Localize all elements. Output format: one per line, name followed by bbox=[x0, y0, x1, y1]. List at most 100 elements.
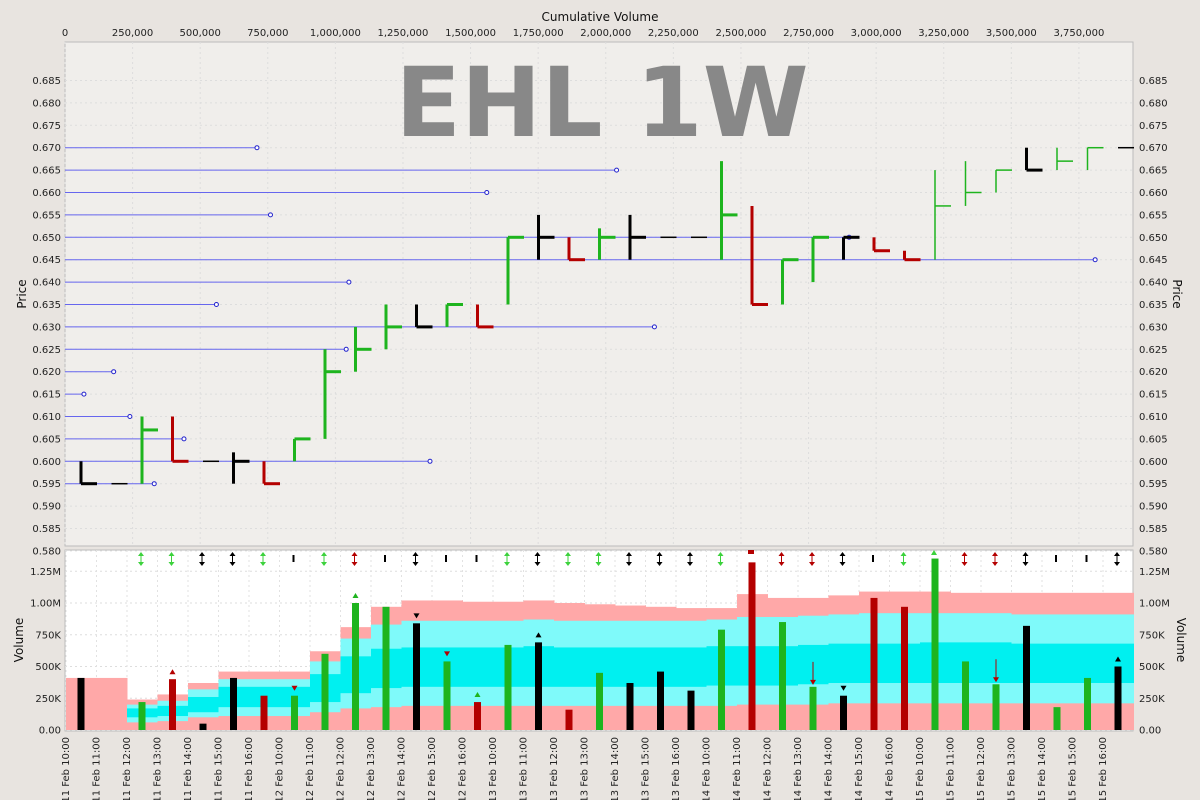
signal-down bbox=[992, 562, 998, 566]
vap-endpoint bbox=[343, 346, 349, 352]
volume-bar bbox=[779, 622, 786, 730]
signal-up bbox=[961, 552, 968, 556]
time-tick: 14 Feb 15:00 bbox=[854, 737, 865, 800]
volume-bar bbox=[291, 695, 298, 730]
price-tick-right: 0.645 bbox=[1139, 255, 1168, 266]
signal-down bbox=[565, 562, 571, 566]
volume-bar bbox=[1053, 707, 1061, 730]
time-tick: 13 Feb 10:00 bbox=[488, 737, 499, 800]
time-tick: 11 Feb 13:00 bbox=[153, 737, 164, 800]
cumvol-tick: 0 bbox=[62, 28, 68, 39]
price-tick-left: 0.620 bbox=[32, 367, 61, 378]
signal-down bbox=[534, 562, 541, 566]
volume-tick-right: 500K bbox=[1139, 662, 1165, 673]
price-tick-right: 0.680 bbox=[1139, 98, 1168, 109]
price-tick-right: 0.620 bbox=[1139, 367, 1168, 378]
vap-endpoint bbox=[151, 481, 157, 487]
cumvol-tick: 2,000,000 bbox=[580, 28, 631, 39]
signal-down bbox=[595, 562, 602, 566]
band-core bbox=[188, 696, 219, 713]
time-tick: 15 Feb 10:00 bbox=[915, 737, 926, 800]
volume-tick-right: 750K bbox=[1139, 630, 1165, 641]
volume-bar bbox=[504, 644, 512, 730]
price-tick-right: 0.640 bbox=[1139, 278, 1168, 289]
signal-up bbox=[900, 552, 907, 556]
time-tick: 11 Feb 10:00 bbox=[61, 737, 72, 800]
volume-bar bbox=[199, 723, 207, 730]
price-tick-right: 0.580 bbox=[1139, 546, 1168, 557]
volume-tick-left: 1.00M bbox=[30, 599, 61, 610]
time-tick: 11 Feb 15:00 bbox=[214, 737, 225, 800]
time-tick: 13 Feb 12:00 bbox=[549, 737, 560, 800]
volume-bar bbox=[169, 679, 176, 730]
time-tick: 11 Feb 16:00 bbox=[244, 737, 255, 800]
vap-endpoint bbox=[614, 167, 620, 173]
time-tick: 12 Feb 11:00 bbox=[305, 737, 316, 800]
volume-tick-left: 0.00 bbox=[39, 726, 61, 737]
chart-watermark: EHL 1W bbox=[395, 47, 808, 159]
marker-down bbox=[840, 685, 847, 691]
signal-up bbox=[778, 552, 785, 556]
price-tick-right: 0.630 bbox=[1139, 322, 1168, 333]
cumvol-tick: 2,500,000 bbox=[715, 28, 766, 39]
price-tick-right: 0.635 bbox=[1139, 300, 1168, 311]
cumvol-tick: 1,500,000 bbox=[445, 28, 496, 39]
signal-down bbox=[199, 562, 205, 566]
volume-tick-right: 1.25M bbox=[1139, 567, 1170, 578]
price-tick-left: 0.595 bbox=[32, 479, 61, 490]
cumvol-tick: 3,250,000 bbox=[918, 28, 969, 39]
band-core bbox=[828, 643, 860, 684]
volume-bar bbox=[626, 683, 634, 730]
price-tick-right: 0.685 bbox=[1139, 76, 1168, 87]
signal-down bbox=[778, 562, 785, 566]
price-tick-left: 0.670 bbox=[32, 143, 61, 154]
signal-down bbox=[260, 562, 266, 566]
signal-up bbox=[717, 552, 724, 556]
volume-tick-left: 500K bbox=[35, 662, 61, 673]
volume-bar bbox=[413, 623, 420, 730]
marker-up bbox=[352, 593, 359, 598]
signal-up bbox=[138, 552, 144, 556]
time-tick: 13 Feb 15:00 bbox=[641, 737, 652, 800]
volume-bars bbox=[77, 558, 1122, 730]
signal-up bbox=[504, 552, 510, 556]
volume-bar bbox=[870, 597, 878, 730]
price-axis-title-right: Price bbox=[1170, 279, 1184, 308]
time-tick: 12 Feb 13:00 bbox=[366, 737, 377, 800]
signal-down bbox=[138, 562, 144, 566]
signal-up bbox=[199, 552, 205, 556]
price-tick-left: 0.645 bbox=[32, 255, 61, 266]
band-core bbox=[615, 647, 646, 687]
volume-bar bbox=[809, 686, 817, 730]
band-core bbox=[676, 647, 707, 687]
cumvol-tick: 2,750,000 bbox=[783, 28, 834, 39]
volume-bar bbox=[687, 690, 695, 730]
price-tick-left: 0.590 bbox=[32, 502, 61, 513]
vap-endpoint bbox=[213, 302, 219, 307]
cumvol-tick: 500,000 bbox=[180, 28, 221, 39]
volume-bar bbox=[382, 606, 390, 730]
volume-bar bbox=[962, 661, 969, 730]
signal-up bbox=[839, 552, 846, 556]
signal-up bbox=[626, 552, 632, 556]
volume-bar bbox=[77, 677, 85, 730]
vap-endpoint bbox=[346, 279, 352, 285]
signal-down bbox=[717, 562, 724, 566]
band-core bbox=[1042, 643, 1073, 684]
signal-up bbox=[992, 552, 998, 556]
volume-tick-right: 1.00M bbox=[1139, 599, 1170, 610]
signal-up bbox=[656, 552, 663, 556]
time-tick: 12 Feb 14:00 bbox=[397, 737, 408, 800]
marker-down bbox=[993, 677, 999, 683]
price-tick-right: 0.595 bbox=[1139, 479, 1168, 490]
price-tick-left: 0.650 bbox=[32, 233, 61, 244]
time-tick: 14 Feb 16:00 bbox=[885, 737, 896, 800]
price-tick-left: 0.660 bbox=[32, 188, 61, 199]
cumvol-tick: 2,250,000 bbox=[648, 28, 699, 39]
cumvol-tick: 3,750,000 bbox=[1053, 28, 1104, 39]
price-tick-left: 0.585 bbox=[32, 524, 61, 535]
price-tick-left: 0.665 bbox=[32, 166, 61, 177]
time-tick: 15 Feb 14:00 bbox=[1037, 737, 1048, 800]
time-tick: 14 Feb 13:00 bbox=[793, 737, 804, 800]
